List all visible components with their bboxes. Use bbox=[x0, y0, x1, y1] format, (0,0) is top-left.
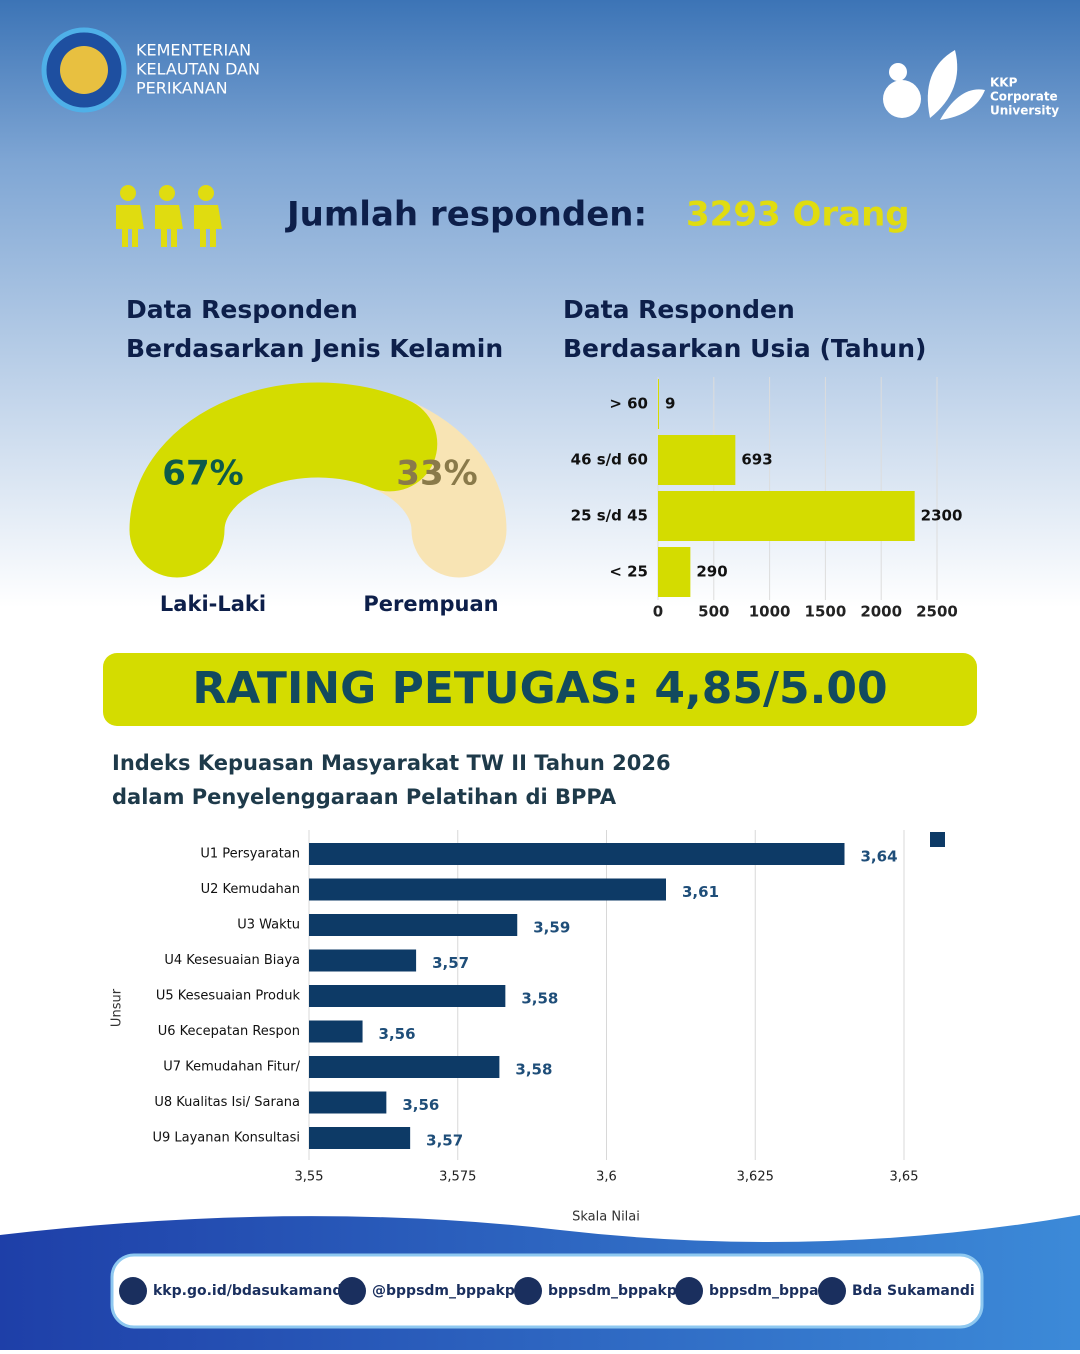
bar bbox=[309, 843, 845, 865]
value-label: 9 bbox=[665, 395, 675, 413]
footer-link: bppsdm_bppakp bbox=[548, 1283, 677, 1299]
value-label: 67% bbox=[162, 454, 243, 494]
chart-title: Indeks Kepuasan Masyarakat TW II Tahun 2… bbox=[112, 751, 671, 775]
value-label: 3,57 bbox=[426, 1132, 463, 1150]
x-tick-label: 2500 bbox=[916, 603, 958, 621]
y-tick-label: U3 Waktu bbox=[237, 918, 300, 933]
value-label: 3,59 bbox=[533, 919, 570, 937]
bar bbox=[309, 878, 666, 901]
x-axis-label: Skala Nilai bbox=[572, 1210, 640, 1225]
value-label: 3,58 bbox=[521, 990, 558, 1008]
bar bbox=[309, 1020, 363, 1043]
y-tick-label: U9 Layanan Konsultasi bbox=[152, 1131, 300, 1146]
chart-title: Berdasarkan Jenis Kelamin bbox=[126, 334, 503, 363]
respondent-label: Jumlah responden: bbox=[285, 195, 647, 235]
footer-link: @bppsdm_bppakp bbox=[372, 1283, 515, 1299]
category-label: Laki-Laki bbox=[160, 592, 266, 616]
x-tick-label: 500 bbox=[698, 603, 729, 621]
y-tick-label: 25 s/d 45 bbox=[571, 507, 648, 525]
y-tick-label: < 25 bbox=[609, 563, 648, 581]
ministry-name: KEMENTERIAN bbox=[136, 41, 251, 60]
bar bbox=[309, 949, 417, 972]
footer-link: bppsdm_bppa bbox=[709, 1283, 819, 1299]
bar bbox=[309, 1056, 500, 1078]
legend-swatch bbox=[930, 832, 945, 847]
value-label: 3,56 bbox=[379, 1025, 416, 1043]
category-label: Perempuan bbox=[363, 592, 498, 616]
x-tick-label: 3,55 bbox=[295, 1170, 324, 1185]
value-label: 290 bbox=[696, 563, 727, 581]
y-tick-label: U2 Kemudahan bbox=[201, 882, 300, 897]
x-tick-label: 2000 bbox=[860, 603, 902, 621]
corp-name: University bbox=[990, 104, 1059, 118]
rating-banner bbox=[103, 653, 977, 726]
rating: RATING PETUGAS: 4,85/5.00 bbox=[192, 663, 887, 714]
y-tick-label: U5 Kesesuaian Produk bbox=[156, 989, 301, 1004]
footer-icon bbox=[119, 1277, 147, 1305]
value-label: 2300 bbox=[921, 507, 963, 525]
value-label: 33% bbox=[396, 454, 477, 494]
footer-link: kkp.go.id/bdasukamandi bbox=[153, 1283, 347, 1299]
bar bbox=[309, 985, 506, 1007]
ministry-name: KELAUTAN DAN bbox=[136, 60, 260, 79]
x-tick-label: 0 bbox=[653, 603, 663, 621]
bar bbox=[309, 1091, 387, 1114]
y-tick-label: U8 Kualitas Isi/ Sarana bbox=[154, 1095, 300, 1110]
x-tick-label: 1000 bbox=[749, 603, 791, 621]
value-label: 3,64 bbox=[861, 848, 898, 866]
y-tick-label: U7 Kemudahan Fitur/ bbox=[163, 1060, 300, 1075]
bar bbox=[658, 491, 915, 541]
respondent-value: 3293 Orang bbox=[686, 195, 910, 235]
x-tick-label: 3,625 bbox=[737, 1170, 774, 1185]
logo-emblem bbox=[60, 46, 108, 94]
y-tick-label: 46 s/d 60 bbox=[571, 451, 648, 469]
x-tick-label: 1500 bbox=[805, 603, 847, 621]
bar bbox=[309, 1127, 411, 1149]
corp-name: Corporate bbox=[990, 90, 1058, 104]
y-axis-label: Unsur bbox=[110, 988, 125, 1027]
value-label: 3,56 bbox=[402, 1096, 439, 1114]
value-label: 3,57 bbox=[432, 954, 469, 972]
ministry-name: PERIKANAN bbox=[136, 79, 228, 98]
footer-icon bbox=[675, 1277, 703, 1305]
x-tick-label: 3,6 bbox=[596, 1170, 617, 1185]
chart-title: dalam Penyelenggaraan Pelatihan di BPPA bbox=[112, 785, 617, 809]
corp-logo bbox=[883, 50, 985, 120]
y-tick-label: U4 Kesesuaian Biaya bbox=[164, 953, 300, 968]
footer-bar bbox=[110, 1253, 984, 1329]
value-label: 693 bbox=[741, 451, 772, 469]
bar bbox=[658, 379, 660, 429]
footer-icon bbox=[514, 1277, 542, 1305]
x-tick-label: 3,65 bbox=[890, 1170, 919, 1185]
footer-icon bbox=[818, 1277, 846, 1305]
donut-segment bbox=[129, 382, 438, 578]
chart-title: Berdasarkan Usia (Tahun) bbox=[563, 334, 926, 363]
y-tick-label: U6 Kecepatan Respon bbox=[158, 1024, 300, 1039]
footer-icon bbox=[338, 1277, 366, 1305]
bar bbox=[309, 914, 518, 936]
chart-title: Data Responden bbox=[563, 295, 795, 324]
bar bbox=[658, 435, 736, 485]
corp-name: KKP bbox=[990, 76, 1018, 90]
value-label: 3,61 bbox=[682, 883, 719, 901]
y-tick-label: U1 Persyaratan bbox=[200, 847, 300, 862]
bar bbox=[658, 547, 691, 597]
x-tick-label: 3,575 bbox=[439, 1170, 476, 1185]
footer-link: Bda Sukamandi bbox=[852, 1283, 975, 1299]
chart-title: Data Responden bbox=[126, 295, 358, 324]
y-tick-label: > 60 bbox=[609, 395, 648, 413]
people-icon bbox=[116, 185, 222, 247]
value-label: 3,58 bbox=[515, 1061, 552, 1079]
